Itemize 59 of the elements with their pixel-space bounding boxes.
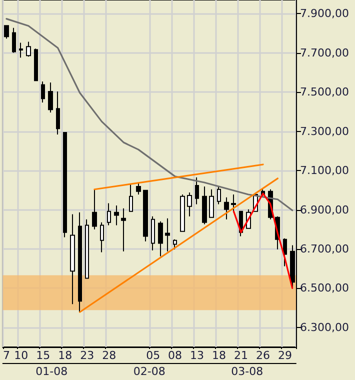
y-tick-label: 6.700,00	[300, 242, 349, 256]
candlestick	[224, 196, 229, 220]
candlestick	[165, 218, 170, 252]
candlestick	[151, 216, 155, 251]
x-tick-label: 7	[2, 349, 10, 362]
line-series	[232, 192, 294, 289]
candlestick	[121, 208, 126, 252]
text: 01-08	[36, 365, 68, 378]
y-tick-label: 6.300,00	[300, 320, 349, 334]
x-tick-label: 15	[36, 349, 50, 362]
candlestick	[56, 91, 60, 135]
candlestick	[187, 192, 192, 217]
candlestick	[136, 182, 141, 195]
x-tick-label: 28	[102, 349, 116, 362]
candlestick	[100, 222, 104, 253]
x-tick-label: 23	[80, 349, 94, 362]
y-tick-label: 6.500,00	[300, 282, 349, 295]
candlestick	[34, 48, 38, 82]
candlestick	[41, 81, 45, 104]
candlestick	[70, 214, 75, 305]
x-tick-label: 18	[212, 349, 226, 362]
x-tick-label: 10	[14, 349, 28, 362]
y-tick-label: 6.900,00	[300, 203, 349, 216]
x-tick-label: 21	[234, 349, 248, 362]
y-tick-label: 7.100,00	[300, 164, 349, 178]
candlestick	[217, 186, 221, 205]
x-tick-label: 08	[168, 349, 182, 362]
candlestick	[78, 212, 82, 313]
candlestick	[85, 218, 89, 279]
x-tick-label: 18	[58, 349, 72, 362]
y-tick-label: 7.300,00	[300, 124, 349, 138]
line-series	[6, 18, 294, 212]
x-tick-label: 13	[190, 349, 204, 362]
candlestick	[283, 238, 287, 267]
candlestick	[143, 190, 148, 242]
text: 02-08	[133, 365, 166, 378]
x-tick-label: 26	[256, 349, 270, 362]
candlestick	[129, 184, 133, 212]
candlestick	[114, 204, 119, 226]
y-tick-label: 7.500,00	[300, 86, 349, 99]
y-tick-label: 7.700,00	[300, 46, 349, 60]
candlestick	[231, 194, 236, 213]
candlestick	[173, 238, 177, 250]
candlestick	[107, 202, 111, 226]
candlestick	[158, 220, 163, 257]
y-tick-label: 7.900,00	[300, 7, 349, 20]
candlestick	[48, 82, 53, 114]
x-tick-label: 29	[278, 349, 292, 362]
candlestick	[202, 186, 207, 225]
x-tick-label: 05	[146, 349, 160, 362]
candlestick	[63, 132, 67, 238]
candlestick	[19, 42, 23, 58]
text: 03-08	[231, 365, 264, 378]
candlestick	[209, 188, 214, 218]
candlestick	[92, 188, 97, 230]
candlestick	[12, 27, 16, 54]
candlestick	[180, 194, 185, 232]
candlestick	[195, 176, 199, 205]
candlestick	[26, 41, 31, 58]
